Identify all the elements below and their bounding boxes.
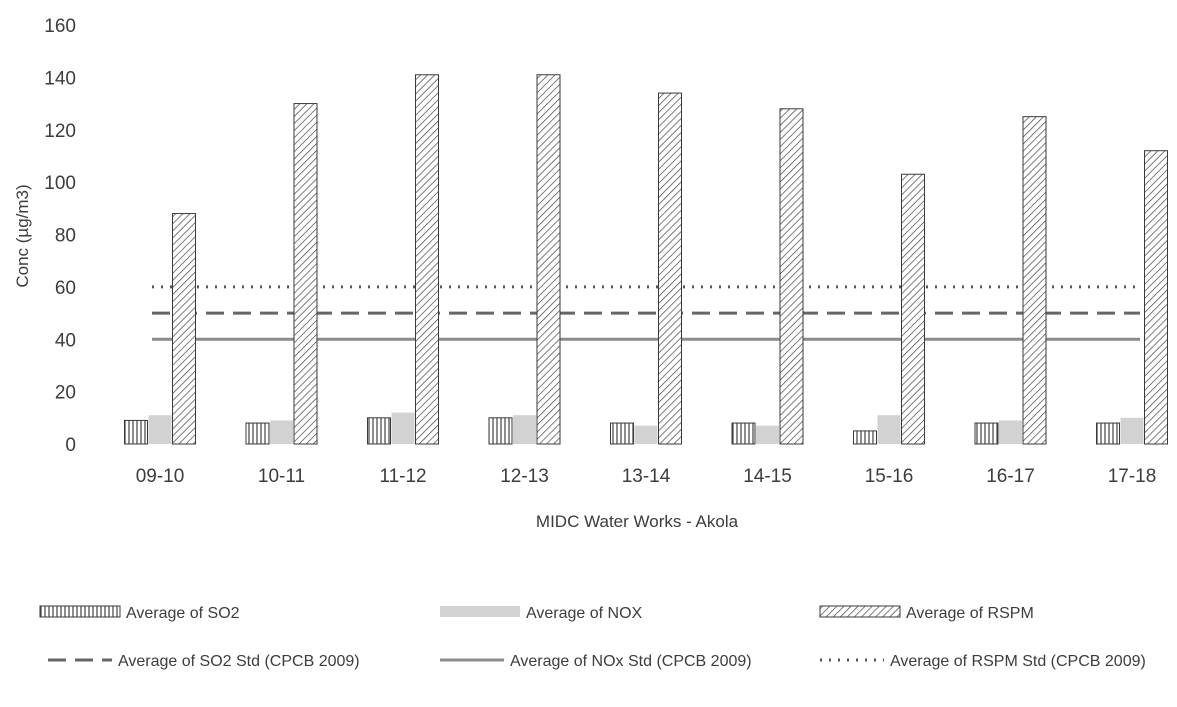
y-tick-label: 160 xyxy=(44,16,76,37)
legend-label: Average of SO2 xyxy=(126,605,240,622)
bar-average-of-so2 xyxy=(610,422,634,445)
x-axis: 09-10 10-11 11-12 12-13 13-14 14-15 15-16 16-17… xyxy=(136,466,1157,487)
x-tick-label: 14-15 xyxy=(743,466,792,487)
std-lines xyxy=(152,285,1140,341)
x-tick-label: 13-14 xyxy=(622,466,671,487)
y-tick-label: 100 xyxy=(44,173,76,194)
x-tick-label: 10-11 xyxy=(258,466,305,487)
bar-average-of-rspm xyxy=(1144,150,1168,445)
legend-label: Average of NOx Std (CPCB 2009) xyxy=(510,653,752,670)
bar-average-of-rspm xyxy=(536,74,561,445)
x-axis-label: MIDC Water Works - Akola xyxy=(536,512,739,531)
y-tick-label: 0 xyxy=(65,435,76,456)
x-tick-label: 11-12 xyxy=(379,466,426,487)
bar-average-of-nox xyxy=(877,415,901,444)
y-tick-label: 40 xyxy=(55,330,76,351)
x-tick-label: 09-10 xyxy=(136,466,185,487)
legend-label: Average of RSPM xyxy=(906,605,1034,622)
bar-average-of-nox xyxy=(1120,417,1144,444)
legend-swatch xyxy=(440,606,520,617)
bars xyxy=(124,74,1168,445)
bar-average-of-so2 xyxy=(853,430,877,445)
legend-item: Average of SO2 Std (CPCB 2009) xyxy=(48,653,360,670)
bar-average-of-so2 xyxy=(488,417,513,445)
legend-swatch xyxy=(819,605,901,618)
x-tick-label: 16-17 xyxy=(986,466,1035,487)
x-tick-label: 17-18 xyxy=(1108,466,1157,487)
legend: Average of SO2 Average of NOX Average of R… xyxy=(39,605,1146,670)
legend-item: Average of SO2 xyxy=(39,605,240,622)
y-tick-label: 80 xyxy=(55,226,76,247)
bar-average-of-nox xyxy=(148,415,172,444)
y-tick-label: 20 xyxy=(55,383,76,404)
bar-average-of-so2 xyxy=(1096,422,1120,445)
x-tick-label: 12-13 xyxy=(500,466,549,487)
legend-label: Average of RSPM Std (CPCB 2009) xyxy=(890,653,1146,670)
bar-average-of-rspm xyxy=(1022,116,1047,445)
bar-average-of-rspm xyxy=(658,92,682,445)
legend-item: Average of RSPM xyxy=(819,605,1034,622)
bar-average-of-nox xyxy=(391,412,415,444)
legend-item: Average of NOx Std (CPCB 2009) xyxy=(440,653,752,670)
bar-average-of-rspm xyxy=(293,103,318,445)
legend-item: Average of RSPM Std (CPCB 2009) xyxy=(820,653,1146,670)
bar-average-of-so2 xyxy=(974,422,999,445)
legend-label: Average of NOX xyxy=(526,605,643,622)
bar-average-of-nox xyxy=(999,420,1022,444)
y-tick-label: 120 xyxy=(44,121,76,142)
bar-average-of-so2 xyxy=(367,417,391,445)
bar-average-of-rspm xyxy=(172,213,196,445)
bar-average-of-rspm xyxy=(779,108,804,445)
x-tick-label: 15-16 xyxy=(865,466,914,487)
bar-average-of-so2 xyxy=(245,422,270,445)
bar-average-of-rspm xyxy=(901,173,925,445)
y-axis: 0 20 40 60 80 100 120 140 160 xyxy=(44,16,76,456)
y-tick-label: 140 xyxy=(44,68,76,89)
bar-average-of-so2 xyxy=(731,422,756,445)
bar-average-of-rspm xyxy=(415,74,439,445)
bar-average-of-so2 xyxy=(124,419,148,445)
y-tick-label: 60 xyxy=(55,278,76,299)
legend-item: Average of NOX xyxy=(440,605,643,622)
bar-average-of-nox xyxy=(270,420,293,444)
bar-average-of-nox xyxy=(513,415,536,444)
legend-label: Average of SO2 Std (CPCB 2009) xyxy=(118,653,360,670)
y-axis-label: Conc (µg/m3) xyxy=(13,184,32,287)
bar-average-of-nox xyxy=(756,425,779,444)
bar-average-of-nox xyxy=(634,425,658,444)
legend-swatch xyxy=(39,605,121,618)
